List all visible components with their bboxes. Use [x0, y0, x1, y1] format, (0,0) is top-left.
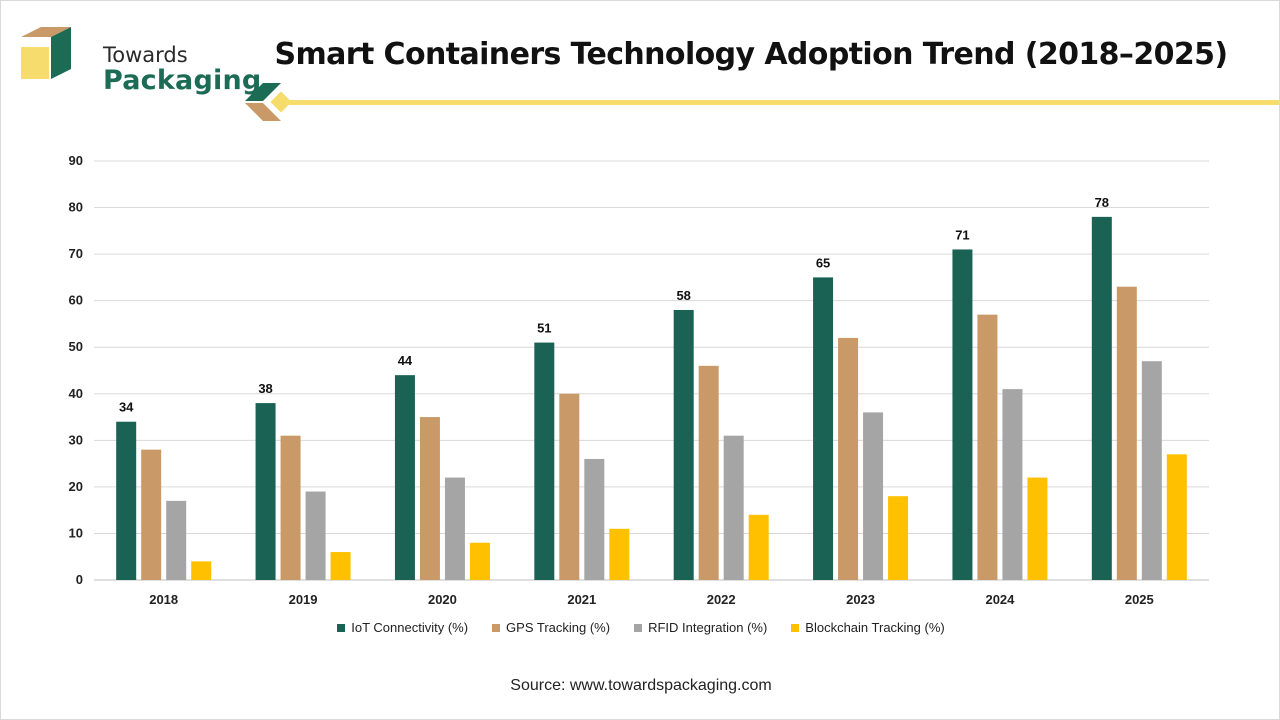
legend-label-blockchain: Blockchain Tracking (%) [805, 620, 945, 635]
bar [116, 421, 137, 580]
x-tick-label: 2023 [846, 592, 875, 607]
legend-item-rfid: RFID Integration (%) [634, 620, 767, 635]
bar [977, 314, 998, 580]
y-tick-label: 50 [69, 339, 83, 354]
bar [559, 393, 580, 580]
chart-legend: IoT Connectivity (%) GPS Tracking (%) RF… [1, 620, 1279, 635]
brand-logo: Towards Packaging [19, 23, 261, 96]
bar [534, 342, 555, 580]
legend-label-gps: GPS Tracking (%) [506, 620, 611, 635]
bar-chart: 0 10 20 30 40 50 60 70 80 90 34 2018 38 2019 44 2020 51 2… [69, 153, 1209, 607]
data-label: 51 [537, 321, 551, 336]
bar [863, 412, 884, 580]
bar [1141, 361, 1162, 580]
bar [191, 561, 212, 580]
x-tick-label: 2018 [149, 592, 178, 607]
data-label: 44 [398, 353, 413, 368]
bar [305, 491, 326, 580]
bar [1002, 389, 1023, 580]
logo-text-packaging: Packaging [103, 65, 262, 96]
legend-item-blockchain: Blockchain Tracking (%) [791, 620, 945, 635]
data-label: 71 [955, 227, 969, 242]
bar [952, 249, 973, 580]
bar [673, 309, 694, 580]
bar [609, 528, 630, 580]
bar [698, 365, 719, 580]
logo-text-towards: Towards [103, 43, 188, 67]
x-tick-label: 2019 [289, 592, 318, 607]
bar [280, 435, 301, 580]
y-tick-label: 10 [69, 525, 83, 540]
legend-label-rfid: RFID Integration (%) [648, 620, 768, 635]
bar [888, 496, 909, 580]
y-tick-label: 0 [76, 572, 83, 587]
data-label: 38 [258, 381, 272, 396]
bar [723, 435, 744, 580]
y-tick-label: 60 [69, 293, 83, 308]
y-tick-label: 30 [69, 432, 83, 447]
legend-item-iot: IoT Connectivity (%) [337, 620, 468, 635]
legend-swatch-rfid [634, 623, 643, 632]
bar [1091, 216, 1112, 580]
y-tick-label: 40 [69, 386, 83, 401]
bar [1027, 477, 1048, 580]
bar [394, 375, 415, 580]
legend-label-iot: IoT Connectivity (%) [351, 620, 469, 635]
bar [584, 458, 605, 580]
data-label: 34 [119, 400, 134, 415]
bar [141, 449, 162, 580]
diamond-emblem-icon [245, 83, 295, 121]
box-logo-icon [21, 27, 71, 79]
source-note: Source: www.towardspackaging.com [510, 677, 772, 694]
x-tick-label: 2020 [428, 592, 457, 607]
legend-swatch-gps [492, 623, 501, 632]
data-label: 58 [676, 288, 690, 303]
x-tick-label: 2024 [985, 592, 1015, 607]
bar [469, 542, 490, 580]
bar [838, 337, 859, 580]
bar [1116, 286, 1137, 580]
y-tick-label: 90 [69, 153, 83, 168]
x-tick-label: 2022 [707, 592, 736, 607]
data-label: 65 [816, 255, 830, 270]
legend-item-gps: GPS Tracking (%) [492, 620, 610, 635]
bar [748, 514, 769, 580]
y-tick-label: 70 [69, 246, 83, 261]
bar [813, 277, 834, 580]
bar [255, 403, 276, 580]
legend-swatch-iot [337, 623, 346, 632]
bar [419, 417, 440, 580]
bar [1166, 454, 1187, 580]
x-tick-label: 2021 [567, 592, 596, 607]
x-tick-label: 2025 [1125, 592, 1154, 607]
bar [444, 477, 465, 580]
title-divider [283, 100, 1279, 105]
legend-swatch-blockchain [791, 623, 800, 632]
data-label: 78 [1095, 195, 1109, 210]
bar [330, 552, 351, 580]
y-tick-label: 20 [69, 479, 83, 494]
y-tick-label: 80 [69, 200, 83, 215]
bar [166, 500, 187, 580]
chart-title: Smart Containers Technology Adoption Tre… [274, 37, 1228, 72]
